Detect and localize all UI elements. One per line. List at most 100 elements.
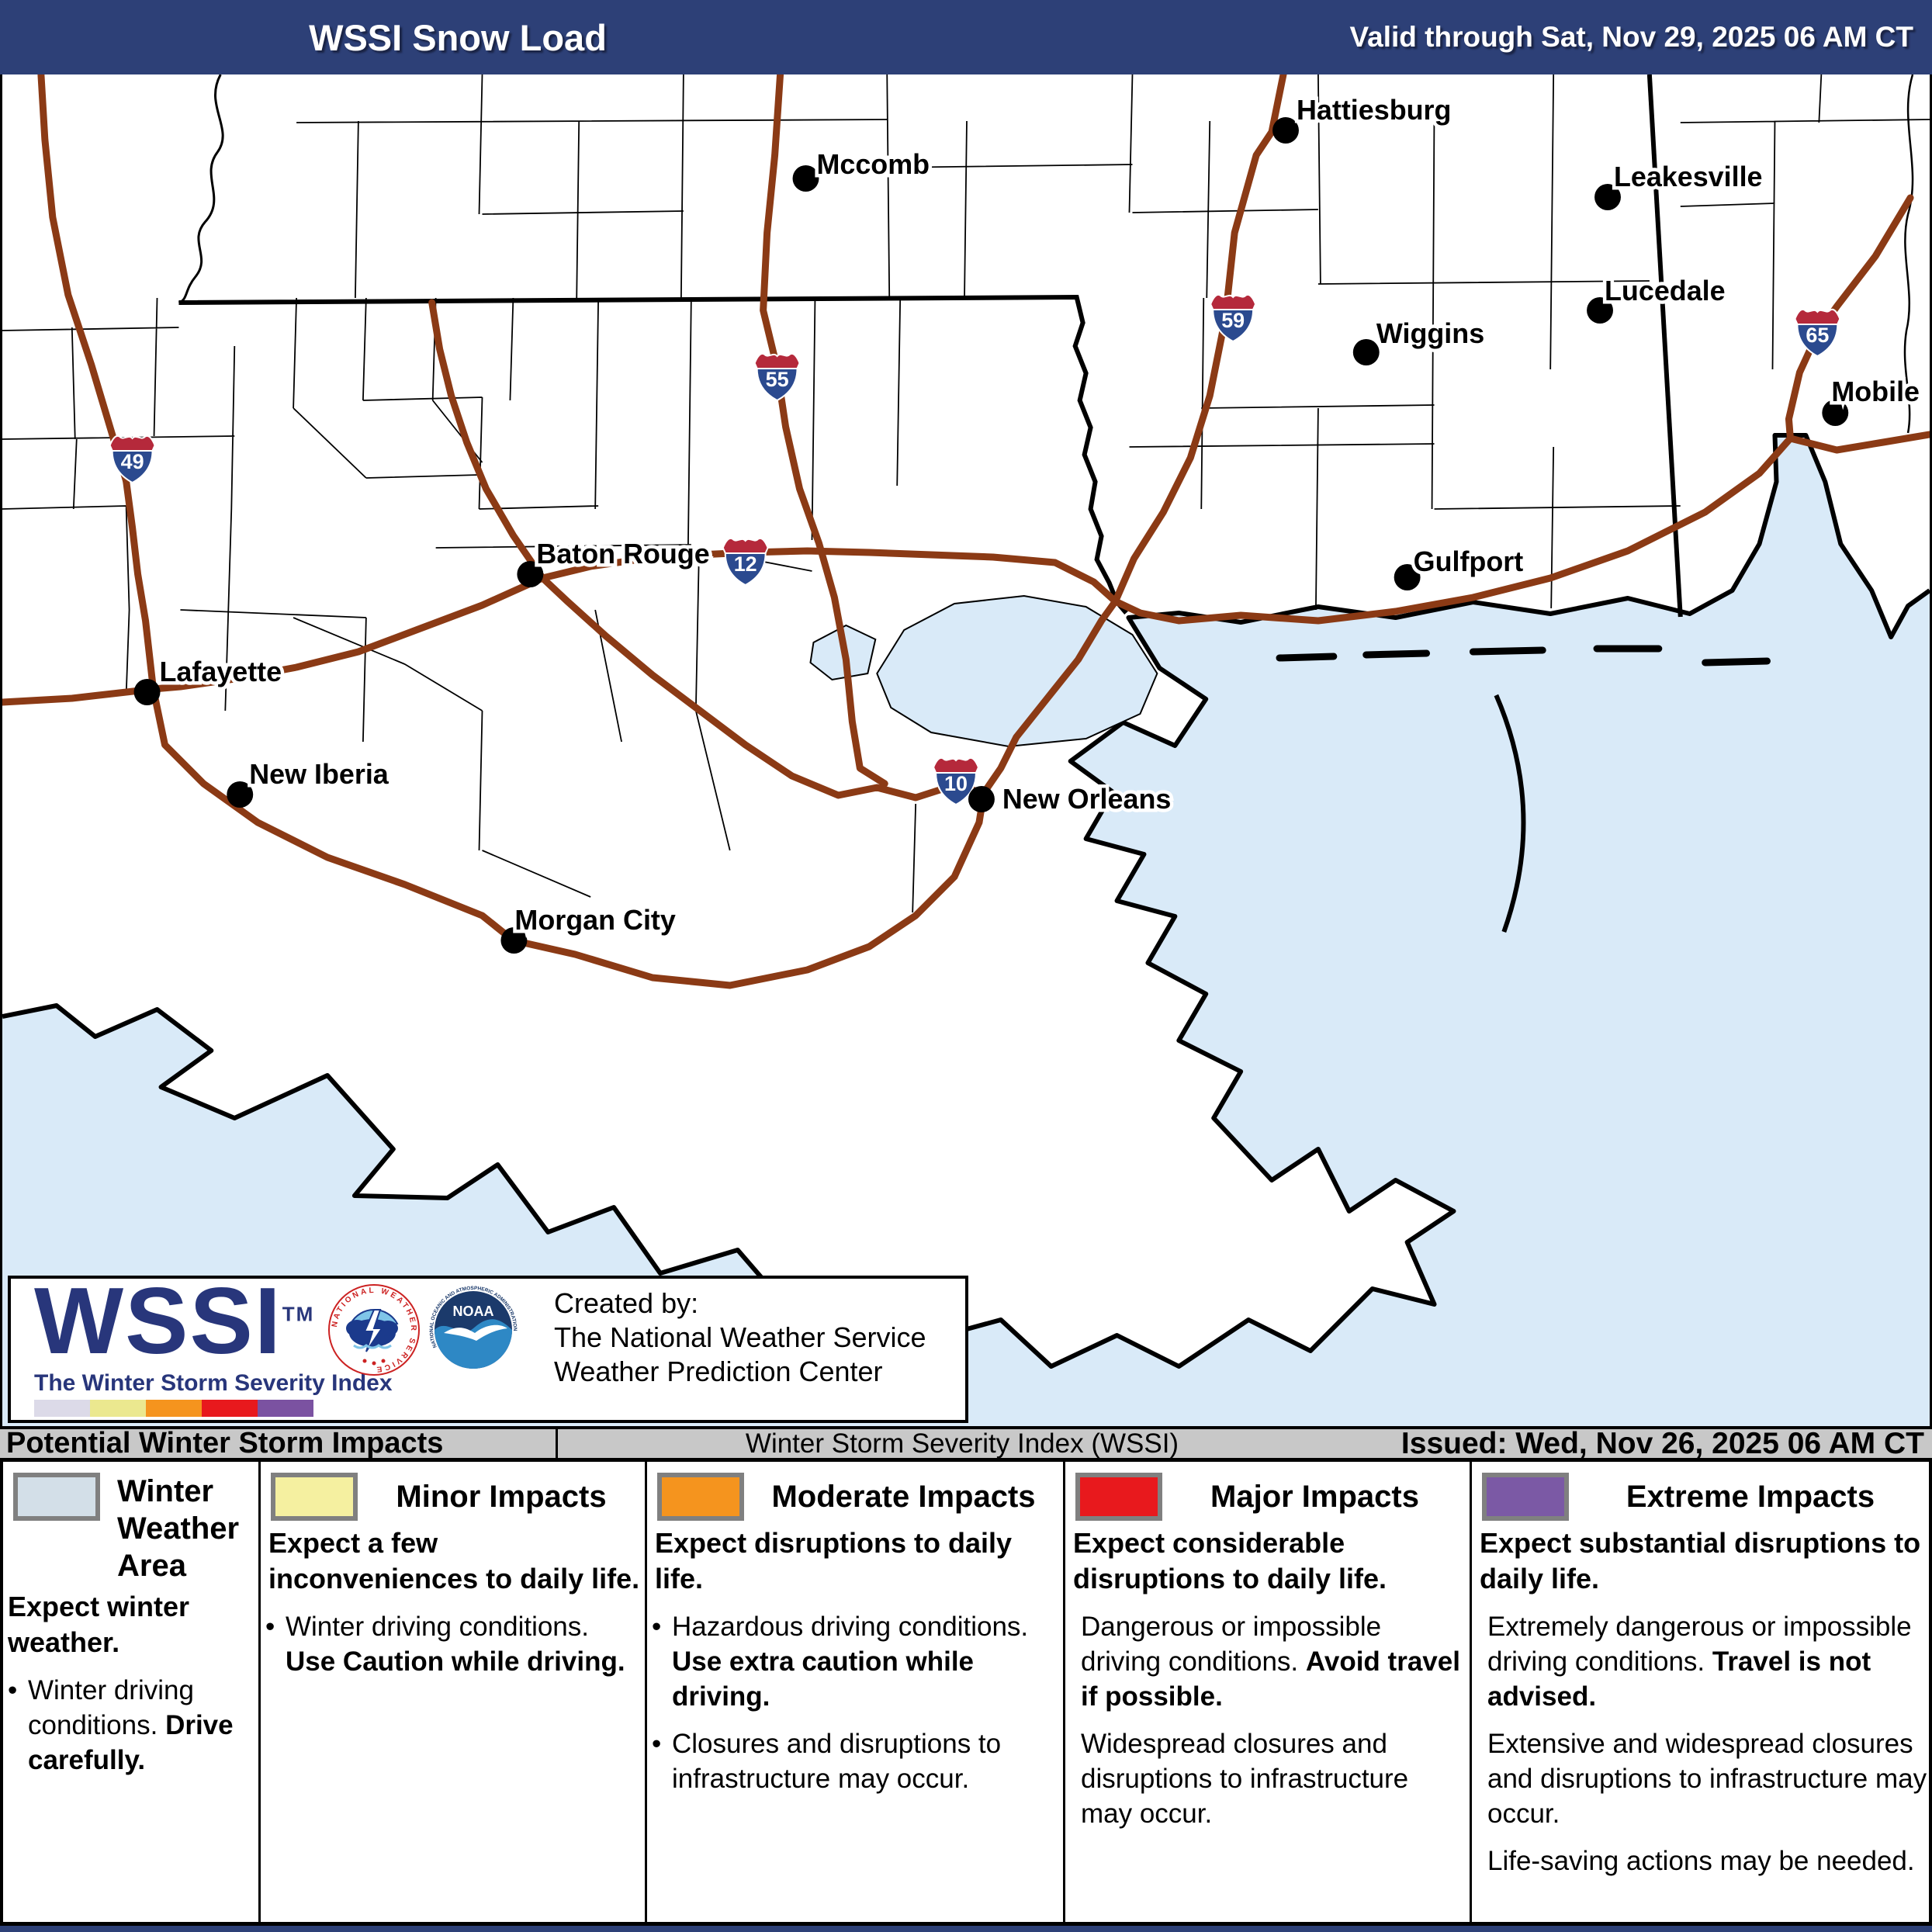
- wssi-logo-text: WSSITM: [34, 1268, 315, 1373]
- extreme-item-3: Life-saving actions may be needed.: [1487, 1846, 1915, 1876]
- bullet: •: [652, 1612, 662, 1642]
- svg-text:Baton Rouge: Baton Rouge: [536, 538, 709, 570]
- city-lucedale: Lucedale: [1587, 271, 1729, 324]
- major-title: Major Impacts: [1210, 1479, 1419, 1514]
- svg-text:59: 59: [1221, 309, 1245, 332]
- trademark: TM: [282, 1302, 315, 1326]
- city-mccomb: Mccomb: [792, 144, 933, 192]
- svg-text:Leakesville: Leakesville: [1614, 161, 1763, 192]
- city-new-orleans: New Orleans: [968, 779, 1175, 819]
- legend-divider-4: [1470, 1462, 1472, 1922]
- road-i12: [538, 547, 1120, 605]
- map-svg: 49 55 59 65 12 10 Mccomb Hattiesburg Lea…: [2, 74, 1930, 1426]
- strip-moderate: [146, 1400, 202, 1417]
- city-mobile: Mobile: [1822, 372, 1923, 426]
- legend-divider-3: [1063, 1462, 1065, 1922]
- county-lines: [2, 74, 1930, 913]
- created-by-text: Created by: The National Weather Service…: [554, 1286, 926, 1389]
- svg-text:49: 49: [121, 450, 144, 473]
- major-item-2: Widespread closures and disruptions to i…: [1081, 1729, 1409, 1829]
- issued-text: Issued: Wed, Nov 26, 2025 06 AM CT: [1401, 1426, 1924, 1460]
- major-swatch: [1075, 1473, 1162, 1521]
- winter-weather-title: Winter Weather Area: [117, 1474, 240, 1583]
- valid-through-text: Valid through Sat, Nov 29, 2025 06 AM CT: [1349, 21, 1914, 53]
- interstate-shield-49: 49: [109, 435, 156, 483]
- bullet: •: [652, 1729, 662, 1759]
- road-i49-south: [123, 477, 158, 693]
- interstate-shield-65: 65: [1794, 308, 1841, 357]
- city-new-iberia: New Iberia: [227, 754, 393, 808]
- minor-swatch: [271, 1473, 358, 1521]
- road-i10-west: [150, 574, 546, 693]
- svg-text:10: 10: [944, 772, 968, 795]
- nws-logo-icon: NATIONAL WEATHER SERVICE: [327, 1283, 421, 1380]
- major-lead: Expect considerable disruptions to daily…: [1073, 1527, 1387, 1594]
- legend-col-minor: Minor Impacts Expect a few inconvenience…: [261, 1462, 645, 1922]
- svg-text:12: 12: [734, 552, 757, 576]
- winter-weather-lead: Expect winter weather.: [8, 1591, 190, 1658]
- wssi-subtitle: The Winter Storm Severity Index: [34, 1370, 393, 1396]
- created-by-line1: Created by:: [554, 1287, 699, 1319]
- extreme-item-1: Extremely dangerous or impossible drivin…: [1487, 1612, 1912, 1712]
- svg-text:Wiggins: Wiggins: [1376, 317, 1484, 349]
- road-i10-east-mobile: [1786, 431, 1930, 454]
- extreme-title: Extreme Impacts: [1626, 1479, 1875, 1514]
- road-i49-north: [37, 74, 130, 485]
- alabama-river: [1903, 74, 1914, 434]
- minor-lead: Expect a few inconveniences to daily lif…: [268, 1527, 640, 1594]
- interstate-shield-55: 55: [753, 352, 801, 401]
- city-markers: Mccomb Hattiesburg Leakesville Lucedale …: [133, 90, 1923, 954]
- road-us90: [150, 685, 988, 989]
- extreme-lead: Expect substantial disruptions to daily …: [1480, 1527, 1921, 1594]
- impacts-legend: Winter Weather Area Expect winter weathe…: [0, 1462, 1932, 1922]
- interstate-shield-10: 10: [933, 757, 979, 805]
- map-canvas: 49 55 59 65 12 10 Mccomb Hattiesburg Lea…: [0, 74, 1932, 1426]
- major-item-1: Dangerous or impossible driving conditio…: [1081, 1612, 1460, 1712]
- road-i10-south: [538, 574, 1120, 802]
- svg-text:New Orleans: New Orleans: [1002, 783, 1171, 815]
- chandeleur-islands: [1494, 694, 1526, 933]
- lake-pontchartrain: [876, 594, 1158, 748]
- city-morgan-city: Morgan City: [500, 900, 679, 954]
- strip-minor: [90, 1400, 146, 1417]
- svg-text:Morgan City: Morgan City: [514, 904, 675, 936]
- svg-text:65: 65: [1806, 324, 1829, 347]
- extreme-item-2: Extensive and widespread closures and di…: [1487, 1729, 1927, 1829]
- legend-divider-2: [645, 1462, 647, 1922]
- mississippi-river: [178, 74, 224, 304]
- interstate-shield-59: 59: [1210, 293, 1257, 342]
- road-i10-coast: [1112, 435, 1794, 625]
- svg-text:Lucedale: Lucedale: [1605, 275, 1726, 306]
- winter-weather-item-1: • Winter driving conditions. Drive caref…: [8, 1673, 254, 1778]
- moderate-swatch: [657, 1473, 744, 1521]
- svg-text:New Iberia: New Iberia: [249, 758, 390, 790]
- logo-box: WSSITM The Winter Storm Severity Index N…: [8, 1268, 968, 1423]
- svg-text:Mccomb: Mccomb: [816, 148, 930, 180]
- minor-title: Minor Impacts: [396, 1479, 607, 1514]
- legend-col-major: Major Impacts Expect considerable disrup…: [1065, 1462, 1467, 1922]
- moderate-title: Moderate Impacts: [771, 1479, 1036, 1514]
- moderate-item-2: • Closures and disruptions to infrastruc…: [652, 1726, 1058, 1796]
- city-baton-rouge: Baton Rouge: [517, 534, 713, 587]
- page-title: WSSI Snow Load: [309, 16, 607, 58]
- info-bar-divider: [556, 1429, 558, 1458]
- strip-extreme: [258, 1400, 313, 1417]
- road-i59: [1112, 74, 1287, 605]
- bottom-black-rule: [0, 1922, 1932, 1926]
- svg-text:Gulfport: Gulfport: [1414, 545, 1524, 577]
- city-leakesville: Leakesville: [1594, 157, 1766, 210]
- moderate-lead: Expect disruptions to daily life.: [655, 1527, 1013, 1594]
- legend-divider-1: [258, 1462, 261, 1922]
- svg-text:NOAA: NOAA: [453, 1304, 494, 1319]
- header-bar: WSSI Snow Load Valid through Sat, Nov 29…: [0, 0, 1932, 74]
- svg-text:Mobile: Mobile: [1831, 376, 1920, 407]
- info-bar-title: Potential Winter Storm Impacts: [6, 1427, 444, 1459]
- created-by-line2: The National Weather Service: [554, 1321, 926, 1353]
- svg-text:55: 55: [766, 368, 789, 391]
- bullet: •: [8, 1675, 18, 1705]
- city-lafayette: Lafayette: [133, 652, 286, 705]
- strip-major: [202, 1400, 258, 1417]
- road-br-north: [428, 299, 546, 582]
- barrier-islands: [1276, 645, 1771, 667]
